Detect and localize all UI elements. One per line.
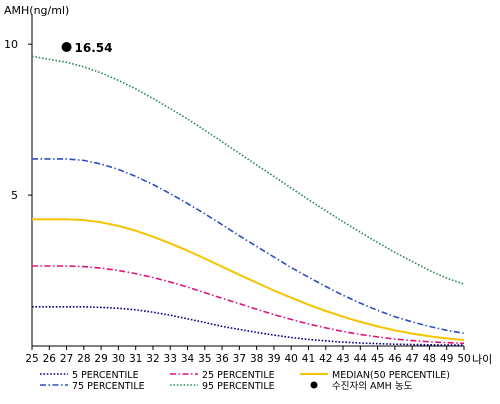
patient-amh-value-label: 16.54 (75, 41, 113, 55)
legend: 5 PERCENTILE 25 PERCENTILE MEDIAN(50 PERCE… (40, 370, 450, 392)
x-tick-label: 43 (336, 353, 349, 365)
x-tick-label: 31 (129, 353, 142, 365)
x-axis-label: 나이 (472, 353, 492, 366)
y-tick-label: 5 (11, 189, 18, 202)
x-tick-label: 33 (164, 353, 177, 365)
x-tick-label: 44 (354, 353, 368, 365)
x-tick-label: 27 (60, 353, 73, 365)
x-tick-label: 42 (319, 353, 332, 365)
series-line-25-percentile (32, 265, 465, 345)
patient-amh-point (61, 42, 72, 52)
x-tick-label: 35 (198, 353, 211, 365)
axes-layer: AMH(ng/ml) 5 10 25 26 27 28 29 30 31 32 33 34 35 36 37 3… (4, 4, 492, 366)
series-layer (31, 55, 465, 346)
x-tick-label: 50 (457, 353, 470, 365)
series-line-5-percentile (32, 306, 464, 346)
x-tick-label: 47 (405, 353, 418, 365)
series-line-95-percentile (31, 55, 465, 285)
y-axis-label: AMH(ng/ml) (4, 4, 69, 17)
legend-point-swatch (310, 381, 318, 389)
x-tick-label: 26 (43, 353, 57, 365)
x-tick-label: 28 (77, 353, 90, 365)
y-tick-label: 10 (4, 38, 18, 51)
x-tick-label: 32 (146, 353, 159, 365)
legend-label: MEDIAN(50 PERCENTILE) (332, 370, 450, 381)
legend-label-point: 수진자의 AMH 농도 (332, 381, 413, 392)
x-tick-label: 30 (112, 353, 125, 365)
x-tick-label: 36 (215, 353, 229, 365)
x-tick-label: 46 (388, 353, 402, 365)
x-tick-label: 45 (371, 353, 384, 365)
legend-label: 5 PERCENTILE (72, 370, 139, 381)
series-line-median-50-percentile (32, 218, 465, 341)
legend-label: 75 PERCENTILE (72, 381, 145, 392)
x-tick-label: 38 (250, 353, 263, 365)
x-tick-label: 25 (25, 353, 38, 365)
legend-label: 95 PERCENTILE (202, 381, 275, 392)
legend-label: 25 PERCENTILE (202, 370, 275, 381)
x-tick-label: 29 (94, 353, 107, 365)
x-tick-label: 41 (302, 353, 315, 365)
x-tick-label: 37 (233, 353, 246, 365)
x-tick-label: 49 (440, 353, 453, 365)
x-tick-label: 48 (423, 353, 436, 365)
x-tick-label: 34 (181, 353, 195, 365)
point-layer: 16.54 (61, 41, 113, 55)
x-tick-label: 40 (285, 353, 298, 365)
x-tick-label: 39 (267, 353, 280, 365)
